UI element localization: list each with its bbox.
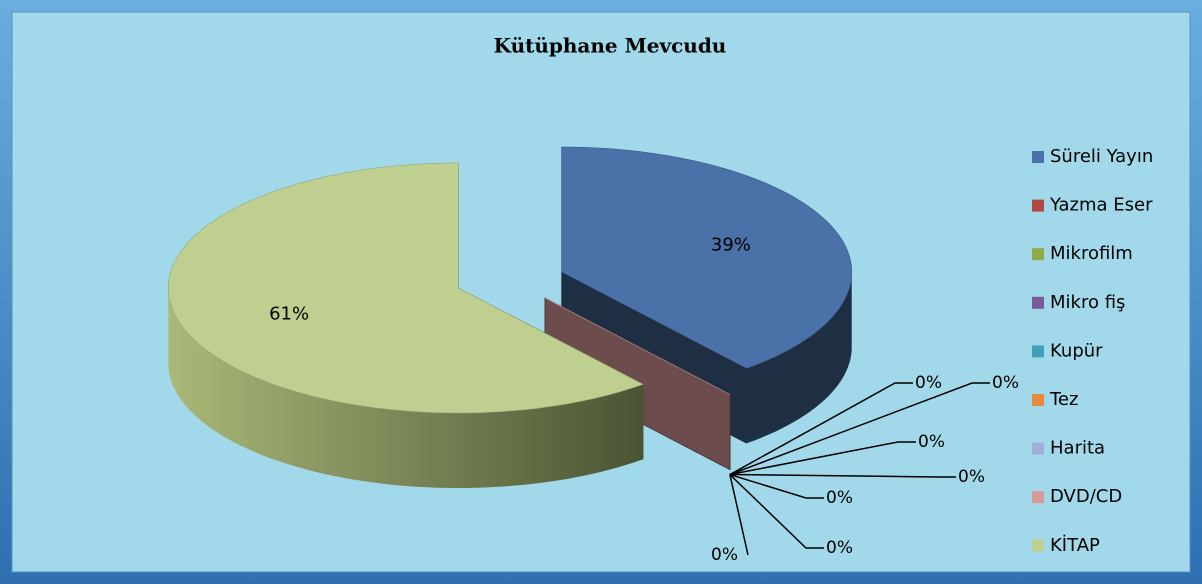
data-label: 0% [826, 488, 853, 508]
legend-label: KİTAP [1050, 535, 1100, 556]
legend-swatch [1032, 199, 1044, 212]
legend-swatch [1032, 491, 1044, 504]
slice [561, 146, 852, 369]
leader-line [729, 382, 913, 476]
slice-wall [746, 272, 852, 444]
legend-swatch [1032, 442, 1044, 455]
legend-swatch [1032, 248, 1044, 261]
leader-line [729, 441, 916, 476]
pie: 39% 0% 0% 0% 0% 0% 0% 0% 61% [167, 146, 1019, 565]
legend-swatch [1032, 151, 1044, 163]
legend-swatch [1032, 539, 1044, 552]
data-label: 0% [958, 467, 985, 487]
leader-line [729, 382, 990, 476]
data-label: 0% [826, 538, 853, 558]
legend-swatch [1032, 296, 1044, 309]
data-label: 39% [711, 235, 751, 256]
legend-label: Mikrofilm [1050, 243, 1133, 264]
data-label: 0% [918, 432, 945, 452]
leader-line [729, 473, 824, 549]
legend-label: Süreli Yayın [1050, 146, 1153, 167]
data-label: 0% [992, 373, 1019, 393]
legend-label: DVD/CD [1050, 486, 1122, 507]
leader-line [729, 473, 956, 478]
slice-wall [168, 288, 644, 488]
slice [544, 297, 731, 395]
legend-swatch [1032, 345, 1044, 358]
legend-label: Harita [1050, 438, 1105, 459]
data-label: 0% [915, 373, 942, 393]
legend-label: Mikro fiş [1050, 292, 1125, 313]
legend-label: Tez [1049, 389, 1078, 410]
leader-line [729, 473, 824, 499]
legend-swatch [1032, 394, 1044, 406]
chart-title: Kütüphane Mevcudu [494, 34, 727, 58]
leader-line [729, 474, 749, 556]
data-label: 61% [269, 303, 309, 324]
legend: Süreli Yayın Yazma Eser Mikrofilm Mikro fiş… [1032, 146, 1153, 556]
data-label: 0% [711, 545, 738, 565]
legend-label: Kupür [1050, 340, 1103, 361]
slice [167, 162, 644, 414]
legend-label: Yazma Eser [1049, 195, 1153, 216]
